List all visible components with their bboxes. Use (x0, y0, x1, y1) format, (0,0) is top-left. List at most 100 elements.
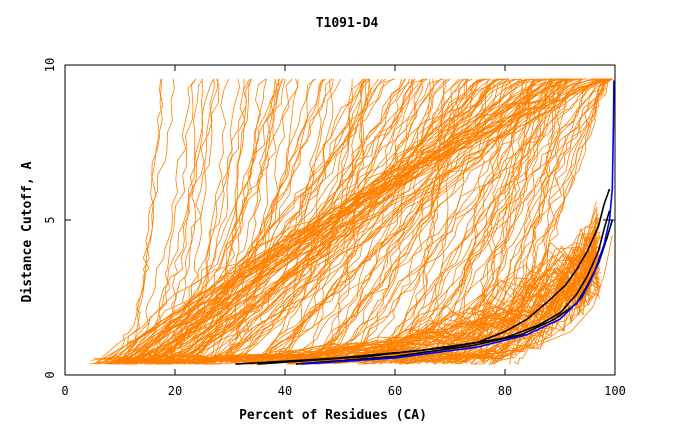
orange-model-line (120, 78, 573, 363)
orange-model-line (121, 78, 364, 365)
orange-model-line (449, 281, 599, 360)
y-tick-label: 0 (43, 371, 57, 378)
black-model-line (295, 219, 614, 365)
x-axis-label: Percent of Residues (CA) (239, 408, 427, 423)
y-axis: 0 5 10 (43, 58, 615, 379)
orange-model-line (198, 78, 442, 365)
orange-model-line (163, 78, 442, 362)
x-axis: 0 20 40 60 80 100 (61, 65, 626, 398)
orange-model-line (112, 78, 164, 365)
orange-model-line (291, 78, 468, 365)
orange-model-line (379, 78, 569, 365)
orange-model-line (334, 78, 569, 363)
orange-model-line (201, 236, 599, 362)
orange-model-line (90, 78, 396, 361)
orange-model-line (290, 78, 445, 365)
orange-model-line (94, 78, 603, 365)
orange-model-line (112, 78, 299, 364)
orange-model-line (122, 78, 220, 365)
x-tick-label: 60 (388, 384, 402, 398)
orange-model-line (473, 78, 568, 365)
orange-model-line (149, 78, 579, 362)
orange-model-line (184, 78, 608, 365)
orange-model-line (111, 78, 163, 363)
orange-model-line (236, 78, 367, 363)
x-tick-label: 40 (278, 384, 292, 398)
y-tick-label: 5 (43, 216, 57, 223)
orange-model-line (363, 78, 583, 365)
orange-model-line (125, 78, 428, 363)
orange-model-line (397, 78, 584, 364)
orange-model-line (116, 78, 252, 365)
orange-model-line (172, 78, 561, 365)
orange-model-line (199, 78, 246, 363)
orange-model-line (263, 78, 334, 363)
orange-model-line (275, 78, 582, 365)
orange-model-line (126, 78, 380, 365)
orange-model-line (89, 78, 175, 365)
orange-model-line (175, 246, 599, 364)
orange-model-line (187, 78, 280, 365)
black-model-line (257, 210, 611, 365)
orange-model-line (210, 78, 410, 361)
orange-model-line (129, 264, 598, 363)
orange-model-line (122, 78, 334, 365)
orange-model-line (213, 78, 370, 365)
orange-model-line (127, 78, 515, 365)
orange-model-line (181, 78, 252, 365)
orange-model-line (274, 78, 504, 364)
orange-model-line (285, 78, 353, 365)
orange-model-line (130, 78, 579, 365)
orange-model-line (372, 78, 530, 364)
chart-title: T1091-D4 (316, 16, 379, 31)
blue-model-line (301, 80, 615, 365)
x-tick-label: 0 (61, 384, 68, 398)
highlight-model-lines (235, 80, 615, 365)
orange-model-line (294, 78, 500, 363)
orange-model-line (181, 78, 423, 362)
orange-model-line (447, 78, 611, 364)
orange-model-line (380, 78, 570, 365)
orange-model-line (167, 78, 403, 365)
orange-model-line (249, 78, 573, 365)
orange-model-line (313, 78, 481, 364)
orange-model-line (130, 78, 484, 362)
orange-model-line (450, 78, 538, 365)
orange-model-line (257, 78, 413, 365)
orange-model-line (379, 78, 609, 363)
orange-model-line (103, 255, 598, 363)
orange-model-line (214, 78, 449, 362)
orange-model-line (108, 78, 588, 365)
orange-model-line (133, 78, 548, 361)
orange-model-line (176, 253, 601, 364)
orange-model-line (480, 78, 609, 362)
orange-model-line (428, 78, 607, 364)
orange-model-line (366, 235, 601, 363)
orange-model-line (313, 78, 473, 365)
x-tick-label: 100 (604, 384, 626, 398)
x-tick-label: 80 (498, 384, 512, 398)
orange-model-line (146, 255, 600, 365)
x-tick-label: 20 (168, 384, 182, 398)
orange-model-line (165, 78, 470, 365)
orange-model-line (106, 78, 215, 365)
orange-model-line (205, 78, 342, 365)
orange-model-lines (89, 78, 614, 365)
orange-model-line (394, 235, 613, 363)
orange-model-line (329, 78, 612, 365)
orange-model-line (171, 78, 230, 365)
orange-model-line (131, 78, 324, 364)
orange-model-line (331, 78, 435, 365)
orange-model-line (97, 78, 197, 365)
orange-model-line (220, 78, 522, 364)
orange-model-line (123, 78, 608, 364)
orange-model-line (132, 78, 428, 365)
orange-model-line (125, 78, 333, 365)
orange-model-line (141, 78, 383, 363)
orange-model-line (145, 78, 611, 364)
orange-model-line (318, 78, 546, 365)
orange-model-line (301, 78, 424, 365)
orange-model-line (394, 78, 607, 362)
orange-model-line (169, 78, 267, 365)
